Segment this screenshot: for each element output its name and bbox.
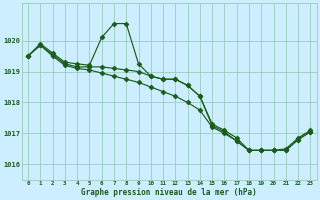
X-axis label: Graphe pression niveau de la mer (hPa): Graphe pression niveau de la mer (hPa) [81, 188, 257, 197]
